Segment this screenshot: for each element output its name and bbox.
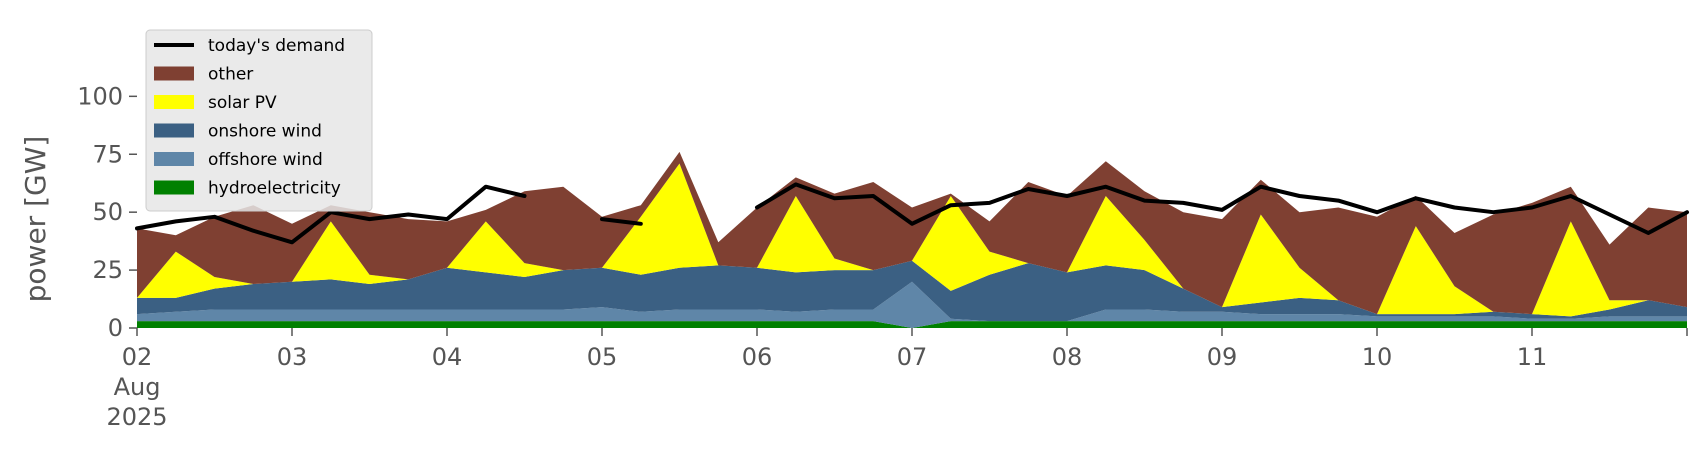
y-tick-label: 0 <box>108 314 123 342</box>
legend-swatch-onshore-wind <box>154 123 194 138</box>
demand-line-group <box>135 182 1689 245</box>
x-tick-label: 04 <box>432 343 463 371</box>
x-tick-label: 05 <box>587 343 618 371</box>
area-hydroelectricity <box>137 321 1687 328</box>
area-solar-pv <box>137 163 1687 317</box>
x-tick-label: 10 <box>1362 343 1393 371</box>
area-onshore-wind <box>137 260 1687 322</box>
legend-label-today-s-demand: today's demand <box>208 36 345 56</box>
x-tick-label: 08 <box>1052 343 1083 371</box>
legend-swatch-solar-pv <box>154 95 194 109</box>
x-tick-label: 02 <box>122 343 153 371</box>
legend-label-hydroelectricity: hydroelectricity <box>208 179 341 199</box>
demand-line <box>600 217 643 226</box>
y-tick-label: 50 <box>92 198 123 226</box>
x-tick-label: 11 <box>1517 343 1548 371</box>
stacked-areas <box>137 151 1687 328</box>
legend-label-offshore-wind: offshore wind <box>208 150 323 170</box>
legend-label-solar-pv: solar PV <box>208 93 277 113</box>
x-tick-label: 06 <box>742 343 773 371</box>
y-axis-title: power [GW] <box>19 136 52 303</box>
legend: today's demand other solar PV onshore wind o… <box>145 29 373 212</box>
x-tick-label: 03 <box>277 343 308 371</box>
demand-line <box>135 184 527 245</box>
y-tick-label: 100 <box>77 82 123 110</box>
legend-swatch-offshore-wind <box>154 152 194 166</box>
legend-label-other: other <box>208 65 253 85</box>
area-other <box>137 151 1687 315</box>
legend-box <box>145 29 373 212</box>
y-axis: 0 25 50 75 100 <box>77 82 137 342</box>
legend-swatch-hydroelectricity <box>154 180 194 195</box>
x-tick-label: Aug <box>114 373 161 401</box>
y-tick-label: 75 <box>92 140 123 168</box>
legend-swatch-other <box>154 66 194 81</box>
y-tick-label: 25 <box>92 256 123 284</box>
x-tick-label: 2025 <box>106 403 167 431</box>
demand-line <box>755 182 1689 235</box>
x-tick-label: 07 <box>897 343 928 371</box>
x-tick-label: 09 <box>1207 343 1238 371</box>
legend-label-onshore-wind: onshore wind <box>208 122 322 142</box>
area-offshore-wind <box>137 281 1687 328</box>
